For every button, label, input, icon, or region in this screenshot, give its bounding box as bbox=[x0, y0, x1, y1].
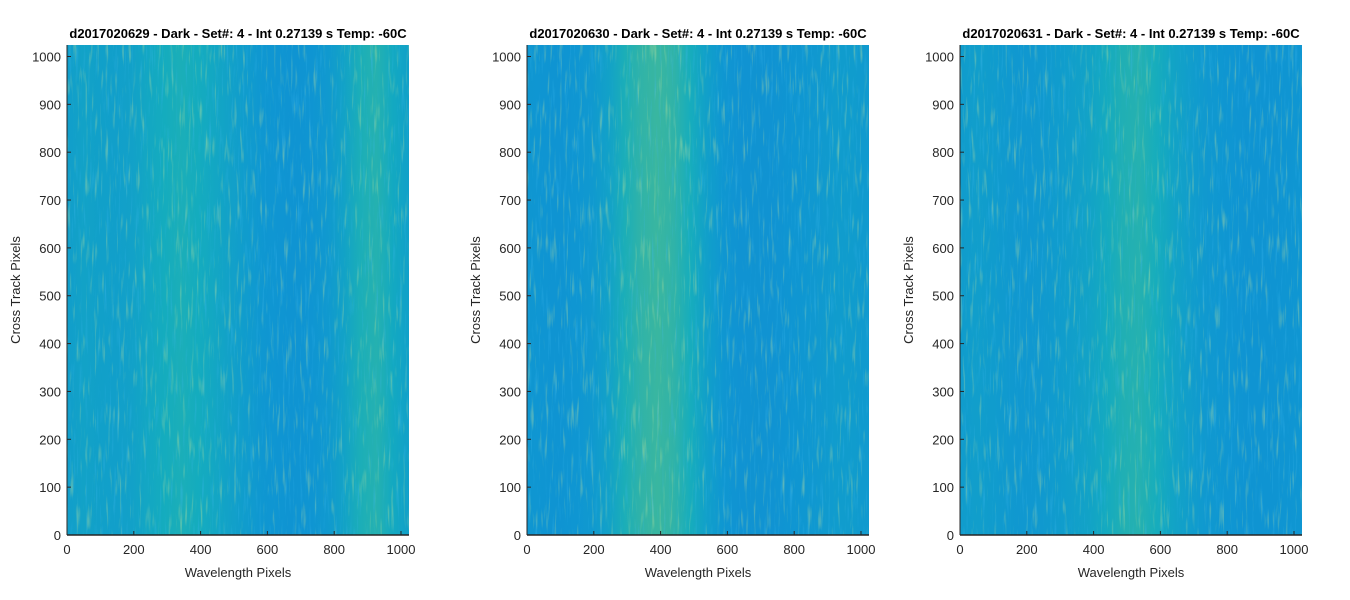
chart-title: d2017020629 - Dark - Set#: 4 - Int 0.271… bbox=[69, 26, 407, 41]
y-tick-label: 700 bbox=[932, 193, 954, 208]
x-axis-label: Wavelength Pixels bbox=[185, 565, 292, 580]
x-tick-label: 1000 bbox=[387, 542, 416, 557]
chart-panel-1: 0 200 400 600 800 1000 0 100 200 300 400 500 600 700 8… bbox=[8, 26, 415, 580]
x-tick-label: 800 bbox=[1216, 542, 1238, 557]
heatmap-image bbox=[527, 45, 869, 535]
y-tick-label: 200 bbox=[39, 432, 61, 447]
y-tick-label: 100 bbox=[932, 480, 954, 495]
y-tick-label: 1000 bbox=[492, 49, 521, 64]
y-tick-label: 100 bbox=[499, 480, 521, 495]
x-tick-label: 0 bbox=[523, 542, 530, 557]
y-tick-label: 800 bbox=[932, 145, 954, 160]
x-tick-label: 200 bbox=[123, 542, 145, 557]
y-tick-label: 0 bbox=[947, 528, 954, 543]
x-tick-label: 200 bbox=[1016, 542, 1038, 557]
y-tick-label: 900 bbox=[499, 97, 521, 112]
x-tick-label: 400 bbox=[1083, 542, 1105, 557]
y-tick-label: 500 bbox=[499, 289, 521, 304]
heatmap-noise-dark bbox=[67, 45, 409, 535]
y-tick-label: 500 bbox=[932, 289, 954, 304]
y-tick-label: 500 bbox=[39, 289, 61, 304]
y-axis-label: Cross Track Pixels bbox=[901, 236, 916, 344]
chart-panel-2: 0 200 400 600 800 1000 0 100 200 300 400 500 600 700 8… bbox=[468, 26, 875, 580]
y-tick-label: 800 bbox=[499, 145, 521, 160]
heatmap-noise-dark bbox=[960, 45, 1302, 535]
x-tick-label: 800 bbox=[323, 542, 345, 557]
y-tick-label: 200 bbox=[932, 432, 954, 447]
y-tick-label: 1000 bbox=[925, 49, 954, 64]
y-tick-label: 300 bbox=[932, 384, 954, 399]
y-tick-label: 300 bbox=[39, 384, 61, 399]
y-tick-label: 400 bbox=[932, 337, 954, 352]
y-tick-label: 200 bbox=[499, 432, 521, 447]
y-tick-label: 0 bbox=[54, 528, 61, 543]
chart-panel-3: 0 200 400 600 800 1000 0 100 200 300 400 500 600 700 8… bbox=[901, 26, 1308, 580]
y-tick-label: 600 bbox=[932, 241, 954, 256]
y-tick-label: 700 bbox=[39, 193, 61, 208]
x-tick-label: 600 bbox=[1150, 542, 1172, 557]
heatmap-image bbox=[960, 45, 1302, 535]
y-tick-label: 900 bbox=[932, 97, 954, 112]
y-tick-label: 900 bbox=[39, 97, 61, 112]
heatmap-noise-dark bbox=[527, 45, 869, 535]
chart-title: d2017020631 - Dark - Set#: 4 - Int 0.271… bbox=[962, 26, 1300, 41]
y-tick-label: 300 bbox=[499, 384, 521, 399]
x-axis-label: Wavelength Pixels bbox=[645, 565, 752, 580]
y-tick-label: 800 bbox=[39, 145, 61, 160]
heatmap-image bbox=[67, 45, 409, 535]
y-tick-label: 600 bbox=[499, 241, 521, 256]
y-tick-label: 0 bbox=[514, 528, 521, 543]
y-tick-label: 400 bbox=[499, 337, 521, 352]
x-tick-label: 600 bbox=[717, 542, 739, 557]
x-tick-label: 600 bbox=[257, 542, 279, 557]
x-tick-label: 800 bbox=[783, 542, 805, 557]
x-tick-label: 400 bbox=[190, 542, 212, 557]
x-tick-label: 200 bbox=[583, 542, 605, 557]
y-tick-label: 100 bbox=[39, 480, 61, 495]
x-tick-label: 0 bbox=[956, 542, 963, 557]
x-tick-label: 0 bbox=[63, 542, 70, 557]
x-tick-label: 1000 bbox=[1280, 542, 1309, 557]
y-tick-label: 1000 bbox=[32, 49, 61, 64]
y-axis-label: Cross Track Pixels bbox=[468, 236, 483, 344]
y-tick-label: 400 bbox=[39, 337, 61, 352]
y-axis-label: Cross Track Pixels bbox=[8, 236, 23, 344]
x-tick-label: 1000 bbox=[847, 542, 876, 557]
y-tick-label: 700 bbox=[499, 193, 521, 208]
y-tick-label: 600 bbox=[39, 241, 61, 256]
chart-title: d2017020630 - Dark - Set#: 4 - Int 0.271… bbox=[529, 26, 867, 41]
x-tick-label: 400 bbox=[650, 542, 672, 557]
x-axis-label: Wavelength Pixels bbox=[1078, 565, 1185, 580]
